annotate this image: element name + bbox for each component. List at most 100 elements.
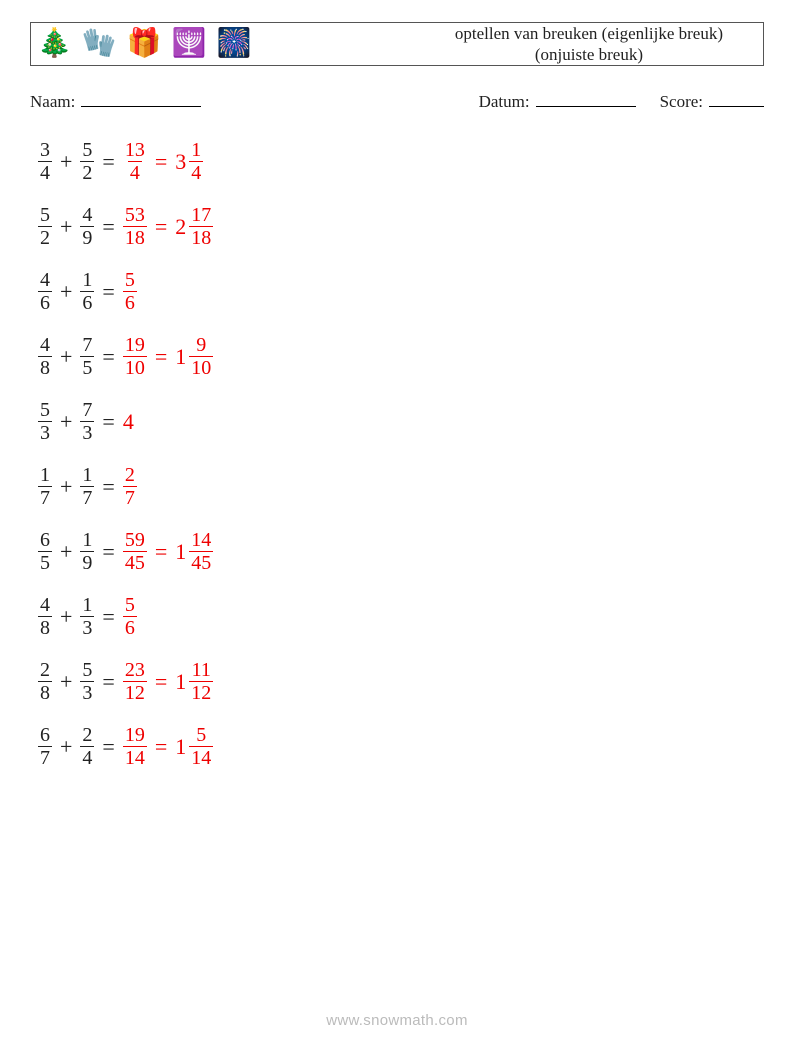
fraction-denominator: 10	[123, 356, 147, 378]
fraction-denominator: 4	[80, 746, 94, 768]
fraction-denominator: 12	[123, 681, 147, 703]
fraction-numerator: 1	[80, 530, 94, 551]
problem-row: 53+73=4	[38, 400, 764, 443]
fraction-denominator: 6	[123, 616, 137, 638]
fraction: 52	[80, 140, 94, 183]
fraction: 1914	[123, 725, 147, 768]
mixed-whole: 2	[175, 216, 186, 238]
fraction-denominator: 8	[38, 356, 52, 378]
fraction-numerator: 23	[123, 660, 147, 681]
equals-sign: =	[154, 736, 168, 758]
fraction-denominator: 3	[80, 681, 94, 703]
equals-sign: =	[101, 541, 115, 563]
mixed-number: 1514	[175, 725, 213, 768]
fraction: 46	[38, 270, 52, 313]
problem-row: 52+49=5318=21718	[38, 205, 764, 248]
fraction: 24	[80, 725, 94, 768]
mixed-number: 314	[175, 140, 203, 183]
header-icons: 🎄🧤🎁🕎🎆	[37, 30, 251, 58]
wreath-icon: 🎄	[37, 30, 72, 58]
equals-sign: =	[154, 671, 168, 693]
fraction: 1910	[123, 335, 147, 378]
equals-sign: =	[101, 281, 115, 303]
title-line-1: optellen van breuken (eigenlijke breuk)	[455, 23, 723, 44]
fraction-denominator: 8	[38, 616, 52, 638]
name-label: Naam:	[30, 92, 75, 112]
fraction-denominator: 3	[80, 616, 94, 638]
fraction-numerator: 53	[123, 205, 147, 226]
fraction-denominator: 45	[123, 551, 147, 573]
fraction-numerator: 4	[80, 205, 94, 226]
fraction: 49	[80, 205, 94, 248]
fraction-numerator: 11	[190, 660, 213, 681]
fraction: 910	[189, 335, 213, 378]
score-blank[interactable]	[709, 90, 764, 107]
mixed-whole: 1	[175, 671, 186, 693]
fraction: 65	[38, 530, 52, 573]
fraction-numerator: 17	[189, 205, 213, 226]
fraction: 48	[38, 335, 52, 378]
date-label: Datum:	[479, 92, 530, 112]
fraction-denominator: 5	[80, 356, 94, 378]
equals-sign: =	[101, 736, 115, 758]
fraction-numerator: 2	[80, 725, 94, 746]
problem-row: 28+53=2312=11112	[38, 660, 764, 703]
problem-row: 65 +19 = 5945 = 1 1445	[38, 530, 764, 573]
fraction: 19	[80, 530, 94, 573]
fraction-denominator: 18	[189, 226, 213, 248]
fraction-numerator: 4	[38, 270, 52, 291]
fraction-numerator: 5	[123, 595, 137, 616]
fraction-numerator: 7	[80, 335, 94, 356]
fraction: 5945	[123, 530, 147, 573]
fraction-numerator: 2	[123, 465, 137, 486]
plus-sign: +	[59, 281, 73, 303]
fraction-denominator: 2	[80, 161, 94, 183]
fraction: 17	[80, 465, 94, 508]
fraction-denominator: 4	[38, 161, 52, 183]
fraction-numerator: 6	[38, 725, 52, 746]
fraction-denominator: 4	[189, 161, 203, 183]
candy-cane-icon: 🕎	[172, 30, 207, 58]
fraction-numerator: 1	[80, 465, 94, 486]
equals-sign: =	[101, 606, 115, 628]
fraction: 1112	[189, 660, 213, 703]
fraction: 13	[80, 595, 94, 638]
fraction-denominator: 6	[123, 291, 137, 313]
date-blank[interactable]	[536, 90, 636, 107]
fraction-numerator: 5	[80, 140, 94, 161]
fraction-denominator: 14	[123, 746, 147, 768]
equals-sign: =	[154, 346, 168, 368]
problem-row: 46+16=56	[38, 270, 764, 313]
fraction: 56	[123, 595, 137, 638]
fraction-denominator: 8	[38, 681, 52, 703]
fraction: 2312	[123, 660, 147, 703]
fraction-numerator: 5	[123, 270, 137, 291]
fraction-numerator: 1	[189, 140, 203, 161]
plus-sign: +	[59, 216, 73, 238]
fraction: 1718	[189, 205, 213, 248]
fraction: 5318	[123, 205, 147, 248]
fraction: 1445	[189, 530, 213, 573]
fraction: 28	[38, 660, 52, 703]
problem-row: 48+75=1910=1910	[38, 335, 764, 378]
fraction-denominator: 3	[38, 421, 52, 443]
problems-list: 34+52=134=31452+49=5318=2171846+16=5648+…	[30, 140, 764, 768]
fraction-numerator: 19	[123, 335, 147, 356]
name-blank[interactable]	[81, 90, 201, 107]
fraction-denominator: 18	[123, 226, 147, 248]
fraction-numerator: 5	[38, 205, 52, 226]
fraction-denominator: 2	[38, 226, 52, 248]
fraction-denominator: 45	[189, 551, 213, 573]
mixed-whole: 3	[175, 151, 186, 173]
fraction-denominator: 6	[38, 291, 52, 313]
gift-icon: 🎁	[127, 30, 162, 58]
equals-sign: =	[101, 346, 115, 368]
mixed-number: 1910	[175, 335, 213, 378]
plus-sign: +	[59, 541, 73, 563]
equals-sign: =	[154, 541, 168, 563]
fraction-numerator: 19	[123, 725, 147, 746]
equals-sign: =	[101, 151, 115, 173]
plus-sign: +	[59, 606, 73, 628]
fraction-denominator: 12	[189, 681, 213, 703]
fraction-numerator: 5	[194, 725, 208, 746]
